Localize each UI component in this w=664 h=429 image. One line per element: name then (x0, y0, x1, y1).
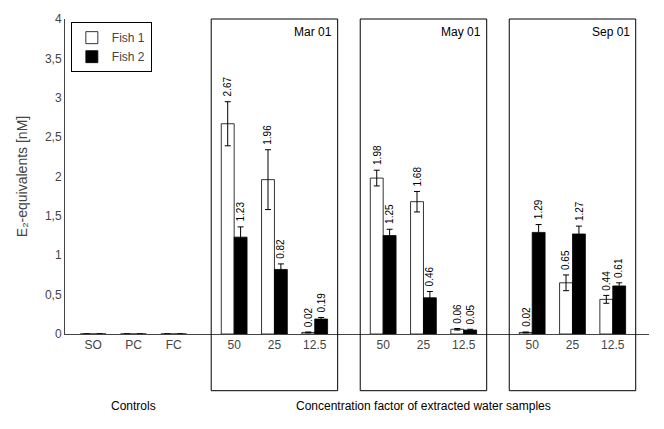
svg-text:0.02: 0.02 (521, 307, 532, 327)
svg-text:1.25: 1.25 (384, 204, 395, 224)
svg-text:0: 0 (55, 327, 62, 341)
svg-text:50: 50 (526, 338, 540, 352)
svg-text:Fish 2: Fish 2 (112, 50, 145, 64)
svg-text:FC: FC (166, 338, 182, 352)
svg-text:1.23: 1.23 (235, 202, 246, 222)
svg-text:0.46: 0.46 (424, 266, 435, 286)
svg-text:25: 25 (566, 338, 580, 352)
svg-text:0.19: 0.19 (316, 293, 327, 313)
svg-text:PC: PC (125, 338, 142, 352)
svg-text:0.61: 0.61 (613, 258, 624, 278)
svg-text:Controls: Controls (111, 399, 156, 413)
svg-text:0,5: 0,5 (45, 288, 62, 302)
svg-text:3,5: 3,5 (45, 52, 62, 66)
svg-text:SO: SO (85, 338, 102, 352)
svg-text:0.05: 0.05 (465, 305, 476, 325)
svg-text:Mar 01: Mar 01 (294, 25, 332, 39)
svg-text:0.44: 0.44 (601, 271, 612, 291)
svg-text:2,5: 2,5 (45, 130, 62, 144)
svg-text:0.82: 0.82 (275, 239, 286, 259)
svg-text:Concentration factor of extrac: Concentration factor of extracted water … (296, 399, 551, 413)
svg-text:3: 3 (55, 91, 62, 105)
svg-text:12.5: 12.5 (303, 338, 327, 352)
svg-text:12.5: 12.5 (452, 338, 476, 352)
svg-text:1.29: 1.29 (533, 199, 544, 219)
svg-text:1.98: 1.98 (372, 145, 383, 165)
svg-text:Fish 1: Fish 1 (112, 31, 145, 45)
svg-text:2: 2 (55, 170, 62, 184)
svg-text:E₂-equivalents [nM]: E₂-equivalents [nM] (14, 116, 30, 237)
svg-text:0.02: 0.02 (303, 307, 314, 327)
svg-text:Sep 01: Sep 01 (592, 25, 630, 39)
svg-text:2.67: 2.67 (222, 76, 233, 96)
svg-text:25: 25 (268, 338, 282, 352)
svg-text:0.06: 0.06 (452, 304, 463, 324)
svg-text:1.68: 1.68 (412, 167, 423, 187)
svg-text:25: 25 (417, 338, 431, 352)
svg-text:50: 50 (227, 338, 241, 352)
svg-text:1,5: 1,5 (45, 209, 62, 223)
svg-text:May 01: May 01 (441, 25, 481, 39)
svg-text:12.5: 12.5 (601, 338, 625, 352)
svg-text:1.27: 1.27 (574, 201, 585, 221)
svg-text:4: 4 (55, 12, 62, 26)
svg-text:1.96: 1.96 (262, 125, 273, 145)
svg-text:1: 1 (55, 248, 62, 262)
svg-text:0.65: 0.65 (560, 250, 571, 270)
svg-text:50: 50 (377, 338, 391, 352)
